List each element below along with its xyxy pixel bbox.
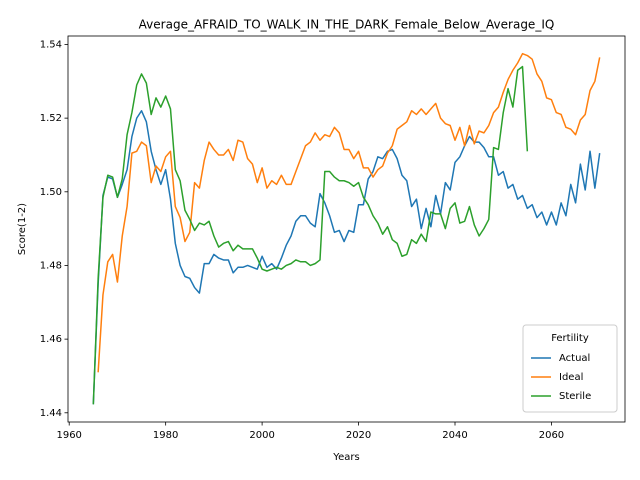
y-tick-label: 1.48: [40, 260, 62, 271]
legend-label: Ideal: [559, 372, 583, 383]
x-tick-label: 1960: [56, 430, 81, 441]
y-tick-label: 1.50: [40, 187, 62, 198]
legend: Fertility Actual Ideal Sterile: [522, 324, 618, 413]
legend-title: Fertility: [551, 333, 589, 344]
y-tick-label: 1.52: [40, 113, 62, 124]
x-axis-label: Years: [332, 452, 359, 463]
legend-label: Sterile: [559, 391, 591, 402]
legend-box: [522, 324, 618, 413]
chart-title: Average_AFRAID_TO_WALK_IN_THE_DARK_Femal…: [139, 18, 555, 32]
x-tick-label: 2000: [249, 430, 274, 441]
plot-frame: [67, 35, 626, 423]
series-line: [97, 52, 601, 373]
y-tick-label: 1.46: [40, 334, 62, 345]
y-tick-label: 1.54: [40, 39, 62, 50]
series-line: [92, 110, 601, 405]
y-axis-label: Score(1-2): [17, 203, 28, 255]
x-tick-label: 2020: [346, 430, 371, 441]
x-tick-label: 2040: [442, 430, 467, 441]
series-line: [92, 65, 529, 405]
y-tick-label: 1.44: [40, 408, 62, 419]
x-tick-label: 1980: [153, 430, 178, 441]
x-tick-label: 2060: [539, 430, 564, 441]
legend-label: Actual: [559, 353, 590, 364]
